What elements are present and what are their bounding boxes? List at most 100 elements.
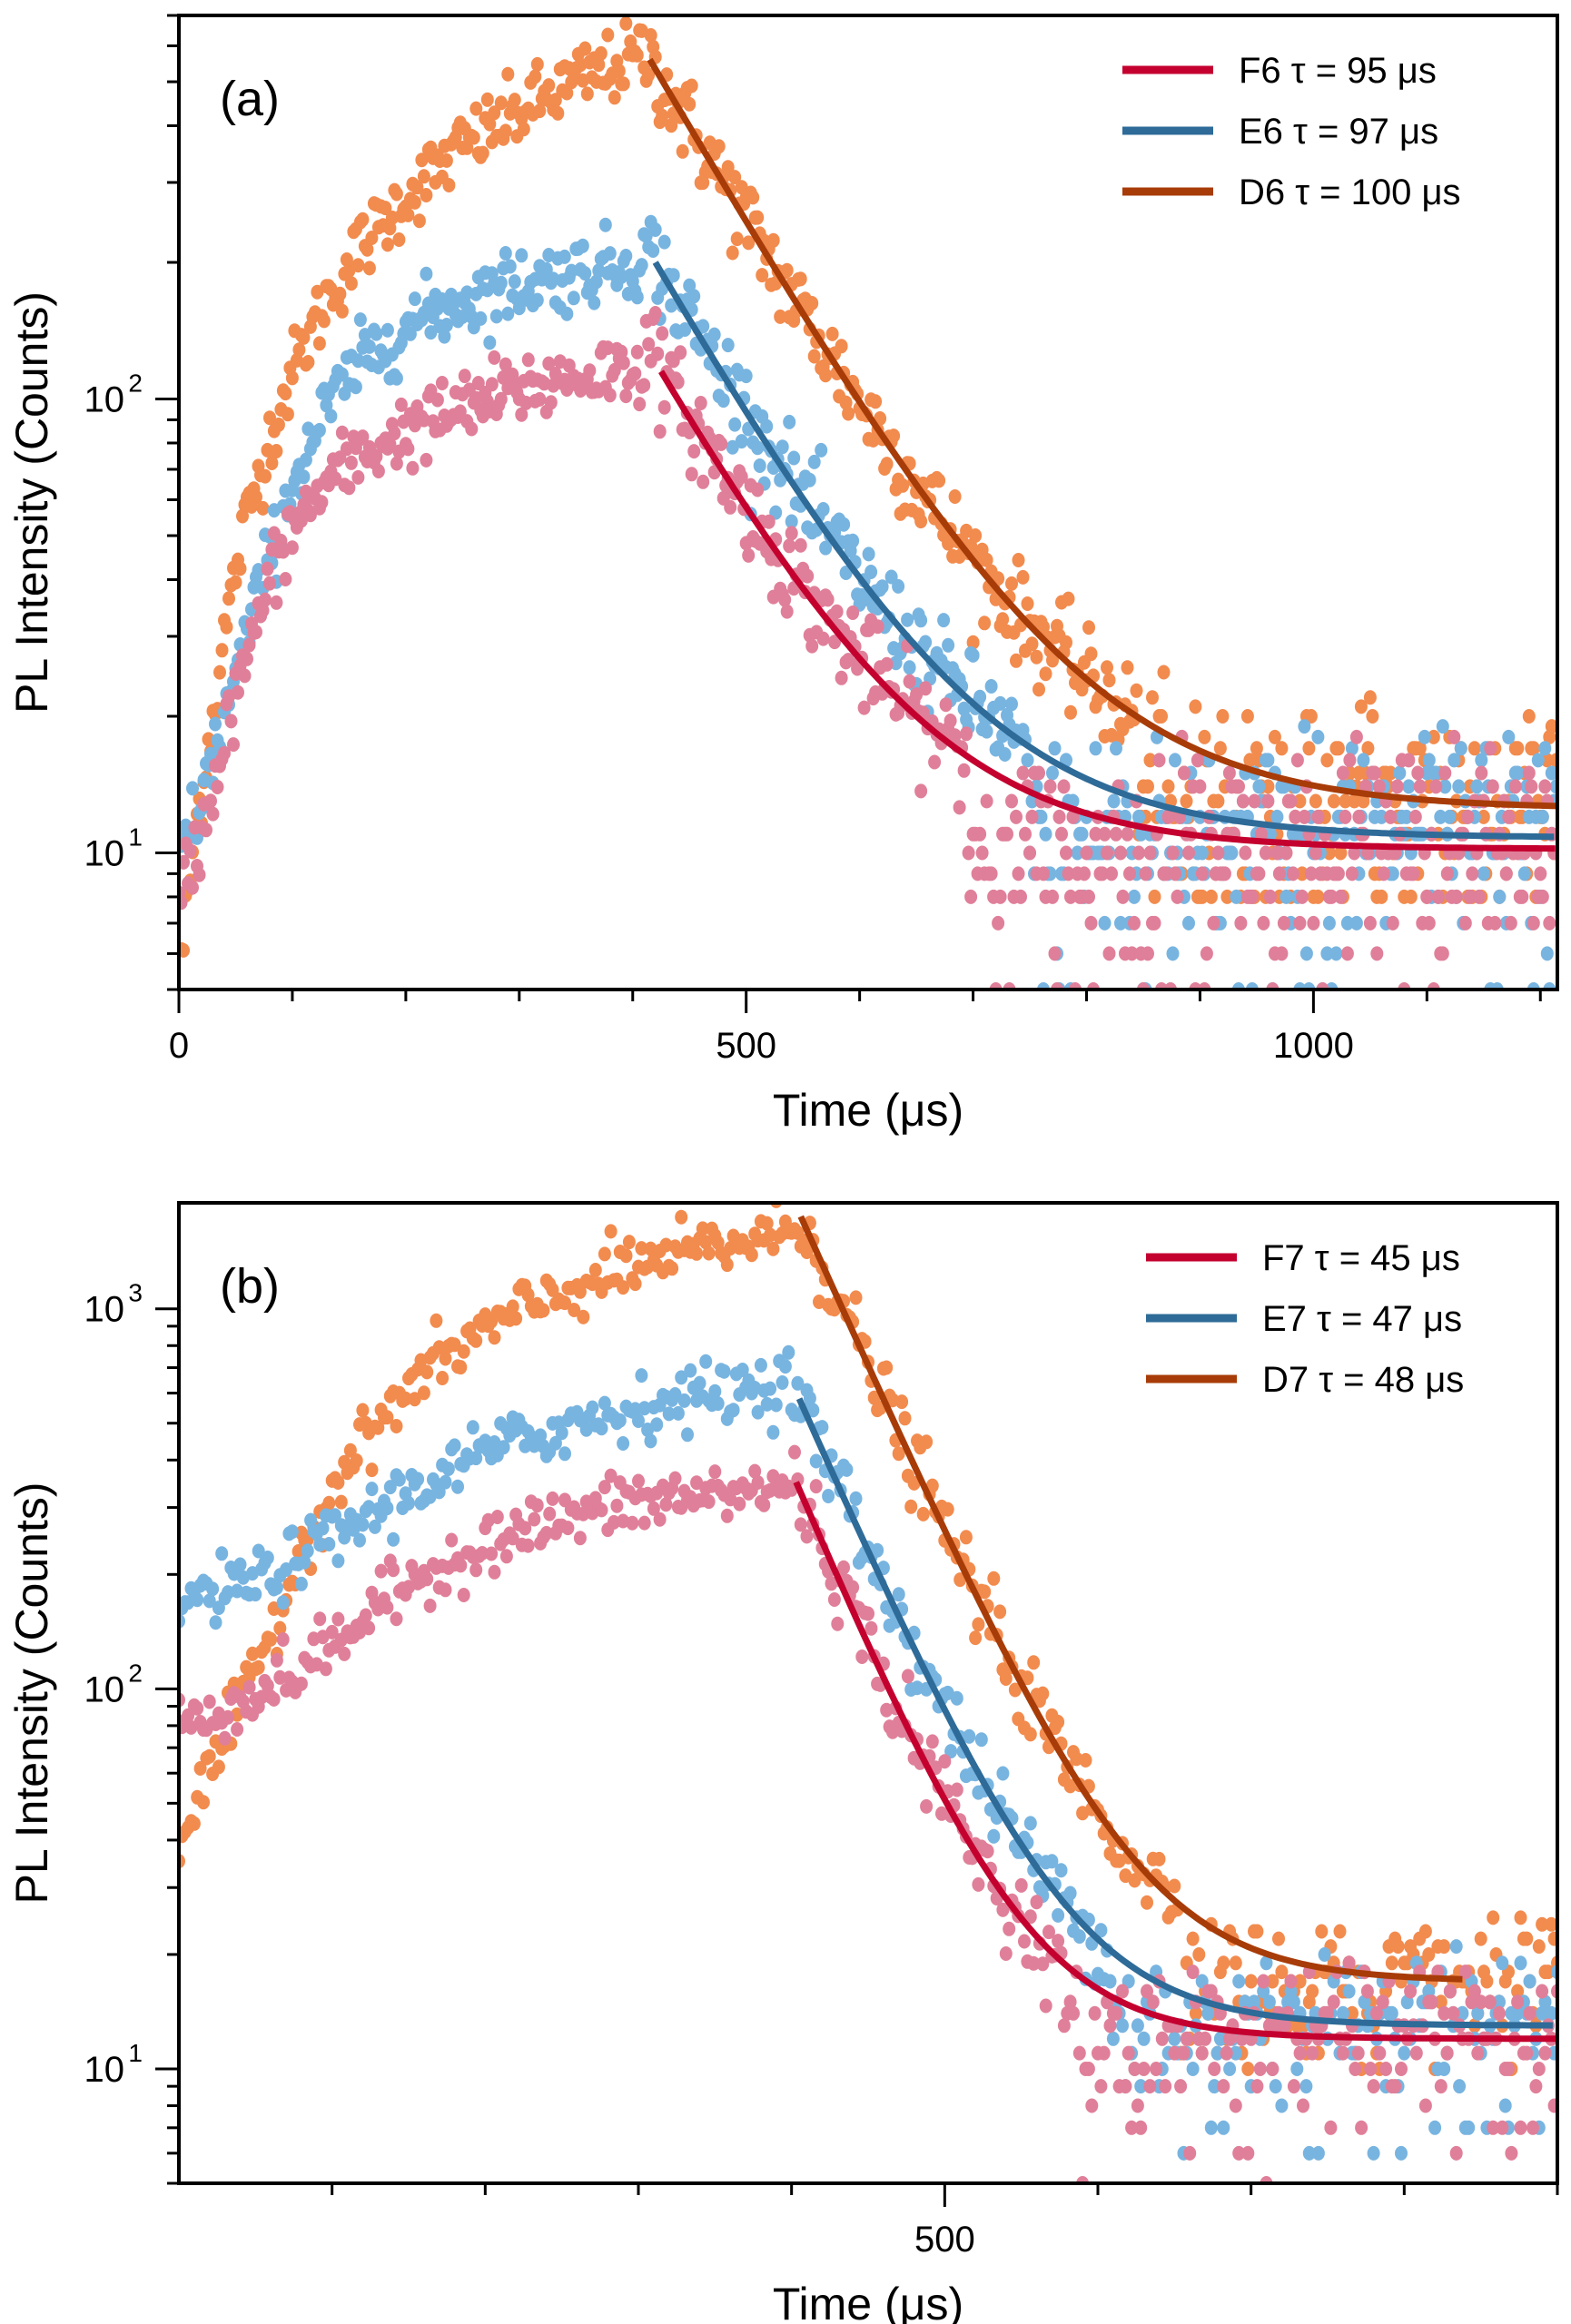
data-point xyxy=(960,726,973,742)
data-point xyxy=(1106,2031,1120,2046)
data-point xyxy=(209,1615,222,1630)
data-point xyxy=(942,637,955,653)
data-point xyxy=(920,1434,934,1450)
data-point xyxy=(1543,915,1556,931)
data-point xyxy=(880,1360,894,1375)
data-point xyxy=(791,1375,805,1391)
data-point xyxy=(204,793,217,809)
data-point xyxy=(675,1209,688,1225)
data-point xyxy=(819,368,833,383)
data-point xyxy=(1094,1923,1108,1938)
data-point xyxy=(220,619,233,635)
data-point xyxy=(1269,2079,1282,2094)
data-point xyxy=(1159,2079,1172,2094)
data-point xyxy=(1064,704,1077,720)
data-point xyxy=(430,392,444,408)
data-point xyxy=(907,1475,921,1491)
data-point xyxy=(975,845,989,861)
x-tick-label: 500 xyxy=(914,2220,975,2260)
data-point xyxy=(467,130,480,145)
data-point xyxy=(1270,809,1284,824)
y-tick-exponent: 1 xyxy=(128,2039,143,2067)
data-point xyxy=(1238,1994,1251,2010)
data-point xyxy=(1266,1974,1280,1989)
data-point xyxy=(350,1453,363,1468)
y-axis-title: PL Intensity (Counts) xyxy=(6,1482,57,1904)
data-point xyxy=(721,338,735,353)
data-point xyxy=(1146,1994,1160,2010)
data-point xyxy=(483,335,497,350)
data-point xyxy=(410,180,424,195)
data-point xyxy=(999,1671,1013,1686)
data-point xyxy=(696,1221,709,1236)
data-point xyxy=(1525,779,1538,794)
data-point xyxy=(420,1571,434,1587)
data-point xyxy=(1217,2120,1230,2135)
data-point xyxy=(964,889,978,904)
data-point xyxy=(331,1553,345,1569)
data-point xyxy=(601,27,615,43)
data-point xyxy=(539,1525,553,1541)
data-point xyxy=(267,1691,281,1707)
data-point xyxy=(687,289,701,304)
data-point xyxy=(588,295,601,310)
data-point xyxy=(1367,2079,1380,2094)
data-point xyxy=(1208,2079,1221,2094)
data-point xyxy=(776,1375,789,1390)
data-point xyxy=(333,286,347,301)
data-point xyxy=(1447,2005,1460,2021)
data-point xyxy=(1262,1994,1276,2010)
data-point xyxy=(831,1616,845,1631)
data-point xyxy=(1250,2079,1264,2094)
data-point xyxy=(233,1557,247,1572)
data-point xyxy=(1039,666,1052,682)
data-point xyxy=(699,1235,713,1250)
data-point xyxy=(191,1592,204,1608)
data-point xyxy=(1384,809,1398,824)
data-point xyxy=(1121,2045,1135,2061)
data-point xyxy=(533,391,547,407)
data-point xyxy=(390,1419,403,1433)
data-point xyxy=(780,262,794,278)
data-point xyxy=(1443,1984,1457,1999)
data-point xyxy=(542,78,556,94)
data-point xyxy=(769,1397,783,1413)
data-point xyxy=(1422,1947,1436,1962)
data-point xyxy=(1134,2120,1148,2135)
data-point xyxy=(633,397,647,412)
data-point xyxy=(1114,915,1127,931)
data-point xyxy=(754,1357,767,1373)
data-point xyxy=(1045,1854,1059,1869)
data-point xyxy=(1487,2120,1500,2135)
y-tick-exponent: 3 xyxy=(128,1279,143,1307)
data-point xyxy=(610,1498,624,1513)
data-point xyxy=(285,540,299,556)
data-point xyxy=(1452,779,1466,794)
data-point xyxy=(1311,809,1325,824)
data-point xyxy=(356,212,370,227)
data-point xyxy=(353,1532,366,1548)
data-point xyxy=(1449,889,1463,904)
data-point xyxy=(809,1479,823,1494)
data-point xyxy=(972,1617,985,1632)
data-point xyxy=(1514,2120,1527,2135)
data-point xyxy=(1307,915,1320,931)
data-point xyxy=(1320,753,1334,768)
data-point xyxy=(1131,2098,1144,2113)
data-point xyxy=(272,417,285,432)
data-point xyxy=(1016,765,1030,781)
data-point xyxy=(1200,946,1213,961)
data-point xyxy=(1545,1916,1557,1932)
data-point xyxy=(1385,2005,1398,2021)
data-point xyxy=(1027,1655,1041,1670)
data-point xyxy=(297,330,311,345)
data-point xyxy=(1520,2045,1534,2061)
data-point xyxy=(1534,866,1547,881)
data-point xyxy=(485,377,499,392)
data-point xyxy=(1302,741,1316,756)
data-point xyxy=(1438,2005,1451,2021)
data-point xyxy=(1331,866,1345,881)
data-point xyxy=(365,231,379,245)
data-point xyxy=(830,604,844,619)
data-point xyxy=(1348,845,1361,861)
